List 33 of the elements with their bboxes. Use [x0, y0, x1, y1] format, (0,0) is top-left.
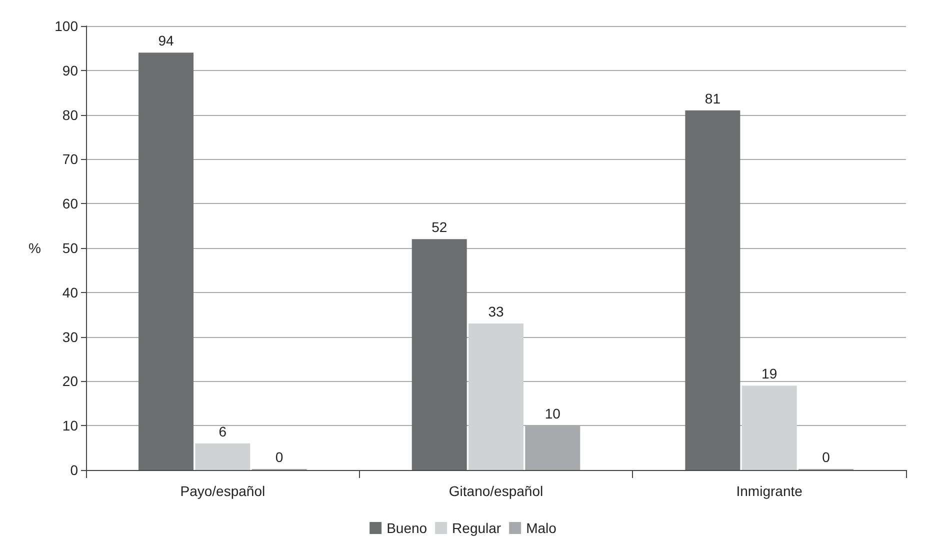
- y-tick-label: 40: [62, 284, 78, 300]
- data-label: 81: [704, 90, 721, 106]
- y-tick-label: 90: [62, 62, 78, 78]
- y-tick-label: 60: [62, 196, 78, 212]
- y-tick-label: 10: [62, 418, 78, 434]
- y-tick-label: 20: [62, 373, 78, 390]
- data-label: 19: [762, 366, 778, 382]
- y-tick-label: 70: [62, 151, 78, 168]
- bar: [742, 386, 797, 470]
- bar: [412, 239, 467, 470]
- y-tick-label: 30: [62, 328, 78, 345]
- x-tick-label: Gitano/español: [448, 483, 544, 499]
- data-label: 10: [544, 406, 561, 422]
- bar: [138, 52, 194, 470]
- data-label: 6: [218, 423, 227, 440]
- data-label: 0: [275, 449, 284, 465]
- legend-label: Malo: [526, 520, 557, 536]
- data-label: 0: [822, 449, 830, 465]
- data-label: 94: [158, 32, 174, 49]
- data-label: 52: [432, 219, 448, 236]
- y-axis-title: %: [28, 240, 41, 256]
- bar: [195, 443, 250, 470]
- y-tick-label: 0: [70, 462, 78, 478]
- x-tick-label: Payo/español: [180, 483, 266, 499]
- bar: [468, 323, 524, 470]
- bar: [685, 110, 740, 470]
- legend-label: Regular: [452, 520, 502, 536]
- y-tick-label: 100: [54, 18, 78, 34]
- y-tick-label: 80: [62, 106, 78, 123]
- x-tick-label: Inmigrante: [736, 483, 803, 499]
- data-label: 33: [488, 303, 504, 320]
- y-tick-label: 50: [62, 240, 78, 256]
- legend-label: Bueno: [386, 520, 428, 536]
